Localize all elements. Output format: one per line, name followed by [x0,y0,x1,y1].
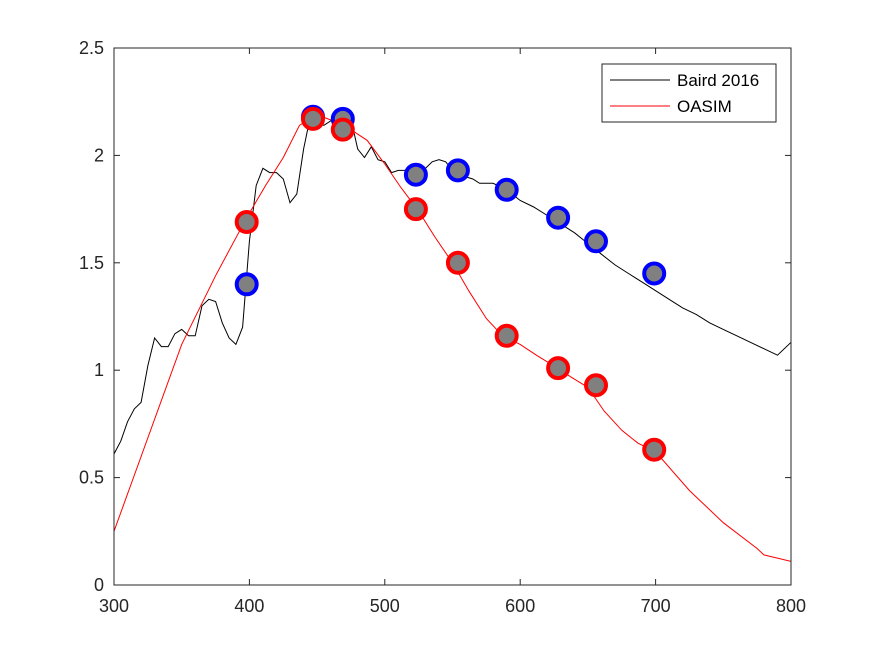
data-point-baird-2016 [584,229,608,254]
data-point-baird-2016 [546,205,571,230]
plot-area [114,48,791,585]
data-point-oasim [584,373,608,398]
x-tick-label: 400 [234,596,264,616]
data-point-oasim [330,117,355,142]
x-tick-label: 700 [641,596,671,616]
y-tick-label: 0 [94,575,104,595]
legend-label-baird-2016: Baird 2016 [677,71,759,90]
data-point-oasim [403,197,428,222]
x-tick-label: 600 [505,596,535,616]
series-line-baird-2016 [114,115,791,455]
data-point-oasim [546,356,571,381]
data-point-oasim [301,106,325,131]
data-point-baird-2016 [445,158,470,183]
data-point-baird-2016 [403,162,428,187]
y-tick-label: 2 [94,145,104,165]
legend-label-oasim: OASIM [677,97,732,116]
x-tick-label: 800 [776,596,806,616]
x-tick-label: 300 [99,596,129,616]
data-point-oasim [234,210,259,234]
data-point-baird-2016 [234,272,259,297]
data-point-oasim [445,250,470,275]
data-point-baird-2016 [642,261,667,286]
legend-box [601,63,777,123]
axes-box [113,47,792,586]
data-point-baird-2016 [494,177,519,202]
y-tick-label: 0.5 [79,468,104,488]
x-tick-label: 500 [370,596,400,616]
data-point-oasim [494,323,519,348]
y-tick-label: 1.5 [79,253,104,273]
y-tick-label: 1 [94,360,104,380]
y-tick-label: 2.5 [79,38,104,58]
data-point-oasim [642,437,667,462]
